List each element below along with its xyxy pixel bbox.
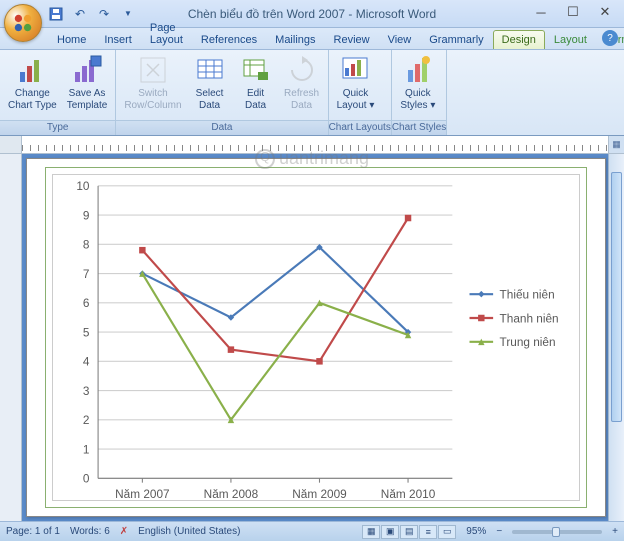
redo-icon[interactable]: ↷ <box>96 6 112 22</box>
ruler-toggle-button[interactable]: ▦ <box>608 136 624 153</box>
refresh-data-icon <box>286 54 318 86</box>
view-buttons: ▦ ▣ ▤ ≡ ▭ <box>362 525 456 539</box>
select-data-button[interactable]: SelectData <box>188 52 232 114</box>
svg-text:Năm 2008: Năm 2008 <box>204 487 259 500</box>
minimize-button[interactable]: ─ <box>526 2 556 22</box>
status-bar: Page: 1 of 1 Words: 6 ✗ English (United … <box>0 521 624 541</box>
svg-text:Thiếu niên: Thiếu niên <box>500 287 555 301</box>
save-icon[interactable] <box>48 6 64 22</box>
svg-text:Năm 2010: Năm 2010 <box>381 487 436 500</box>
vertical-scrollbar[interactable] <box>608 154 624 521</box>
help-button[interactable]: ? <box>602 30 618 46</box>
document-page: 0 1 2 3 4 5 6 7 8 9 10 Năm 2007 Năm 2008 Năm 2009 Năm … <box>26 158 606 517</box>
maximize-button[interactable]: ☐ <box>558 2 588 22</box>
view-full-screen-button[interactable]: ▣ <box>381 525 399 539</box>
qat-dropdown-icon[interactable]: ▼ <box>120 6 136 22</box>
ruler-corner <box>0 136 22 153</box>
chart-svg: 0 1 2 3 4 5 6 7 8 9 10 Năm 2007 Năm 2008 Năm 2009 Năm … <box>53 175 579 500</box>
tab-mailings[interactable]: Mailings <box>266 30 324 49</box>
view-outline-button[interactable]: ≡ <box>419 525 437 539</box>
proofing-icon[interactable]: ✗ <box>120 526 128 537</box>
office-button[interactable] <box>4 4 42 42</box>
window-title: Chèn biểu đồ trên Word 2007 - Microsoft … <box>188 7 436 21</box>
tab-page-layout[interactable]: Page Layout <box>141 18 192 49</box>
chart-object[interactable]: 0 1 2 3 4 5 6 7 8 9 10 Năm 2007 Năm 2008 Năm 2009 Năm … <box>45 167 587 508</box>
svg-text:0: 0 <box>83 472 90 486</box>
switch-row-column-button: SwitchRow/Column <box>120 52 185 114</box>
select-data-icon <box>194 54 226 86</box>
tab-design[interactable]: Design <box>493 30 545 49</box>
svg-text:Năm 2009: Năm 2009 <box>292 487 347 500</box>
ruler-vertical[interactable] <box>0 154 22 521</box>
change-chart-type-button[interactable]: ChangeChart Type <box>4 52 61 114</box>
close-button[interactable]: ✕ <box>590 2 620 22</box>
svg-text:4: 4 <box>83 355 90 369</box>
status-page[interactable]: Page: 1 of 1 <box>6 526 60 537</box>
zoom-slider[interactable] <box>512 530 602 534</box>
quick-layout-icon <box>339 54 371 86</box>
quick-access-toolbar: ↶ ↷ ▼ <box>48 6 136 22</box>
svg-text:6: 6 <box>83 296 90 310</box>
tab-view[interactable]: View <box>379 30 421 49</box>
tab-references[interactable]: References <box>192 30 266 49</box>
ruler-h-scale[interactable] <box>22 145 608 151</box>
view-draft-button[interactable]: ▭ <box>438 525 456 539</box>
tab-layout[interactable]: Layout <box>545 30 596 49</box>
ribbon: ChangeChart TypeSave AsTemplateTypeSwitc… <box>0 50 624 136</box>
edit-data-icon <box>240 54 272 86</box>
save-as-template-button[interactable]: Save AsTemplate <box>63 52 112 114</box>
ribbon-group-label: Type <box>0 120 115 135</box>
change-chart-type-icon <box>16 54 48 86</box>
ruler-horizontal: ▦ <box>0 136 624 154</box>
zoom-out-button[interactable]: − <box>496 526 502 537</box>
svg-text:9: 9 <box>83 208 90 222</box>
svg-text:8: 8 <box>83 238 90 252</box>
status-words[interactable]: Words: 6 <box>70 526 110 537</box>
tab-insert[interactable]: Insert <box>95 30 141 49</box>
quick-layout-button[interactable]: QuickLayout ▾ <box>333 52 379 114</box>
zoom-slider-thumb[interactable] <box>552 527 560 537</box>
office-logo-icon <box>12 12 34 34</box>
svg-text:3: 3 <box>83 384 90 398</box>
svg-text:10: 10 <box>76 179 90 193</box>
ribbon-group-type: ChangeChart TypeSave AsTemplate Type <box>0 50 116 135</box>
ribbon-group-data: SwitchRow/ColumnSelectDataEditDataRefres… <box>116 50 328 135</box>
zoom-level[interactable]: 95% <box>466 526 486 537</box>
zoom-in-button[interactable]: + <box>612 526 618 537</box>
svg-text:1: 1 <box>83 442 90 456</box>
ribbon-group-label: Chart Layouts <box>329 120 391 135</box>
tab-home[interactable]: Home <box>48 30 95 49</box>
ribbon-group-chart-layouts: QuickLayout ▾ Chart Layouts <box>329 50 392 135</box>
view-web-layout-button[interactable]: ▤ <box>400 525 418 539</box>
ribbon-group-label: Data <box>116 120 327 135</box>
status-language[interactable]: English (United States) <box>138 526 240 537</box>
quick-styles-icon <box>402 54 434 86</box>
title-bar: ↶ ↷ ▼ Chèn biểu đồ trên Word 2007 - Micr… <box>0 0 624 28</box>
ribbon-group-label: Chart Styles <box>392 120 446 135</box>
ribbon-group-chart-styles: QuickStyles ▾ Chart Styles <box>392 50 447 135</box>
save-as-template-icon <box>71 54 103 86</box>
chart-plot-area: 0 1 2 3 4 5 6 7 8 9 10 Năm 2007 Năm 2008 Năm 2009 Năm … <box>52 174 580 501</box>
document-area: 0 1 2 3 4 5 6 7 8 9 10 Năm 2007 Năm 2008 Năm 2009 Năm … <box>0 154 624 521</box>
tab-grammarly[interactable]: Grammarly <box>420 30 492 49</box>
svg-text:Năm 2007: Năm 2007 <box>115 487 169 500</box>
view-print-layout-button[interactable]: ▦ <box>362 525 380 539</box>
tab-review[interactable]: Review <box>325 30 379 49</box>
svg-text:7: 7 <box>83 267 90 281</box>
svg-text:Thanh niên: Thanh niên <box>500 311 559 325</box>
svg-text:2: 2 <box>83 413 90 427</box>
switch-row-column-icon <box>137 54 169 86</box>
svg-text:5: 5 <box>83 325 90 339</box>
scroll-thumb[interactable] <box>611 172 622 422</box>
edit-data-button[interactable]: EditData <box>234 52 278 114</box>
quick-styles-button[interactable]: QuickStyles ▾ <box>396 52 440 114</box>
refresh-data-button: RefreshData <box>280 52 324 114</box>
undo-icon[interactable]: ↶ <box>72 6 88 22</box>
svg-text:Trung niên: Trung niên <box>500 335 556 349</box>
ribbon-tabs: Home Insert Page Layout References Maili… <box>0 28 624 50</box>
